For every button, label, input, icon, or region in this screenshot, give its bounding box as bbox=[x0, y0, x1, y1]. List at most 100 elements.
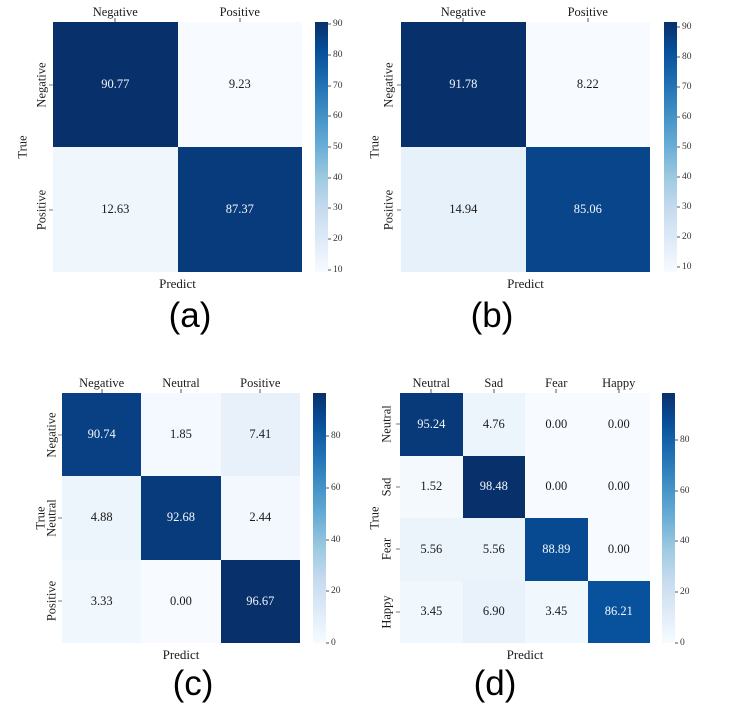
x-axis-title: Predict bbox=[162, 647, 200, 662]
heatmap-matrix: 90.74 1.85 7.41 4.88 92.68 2.44 3.33 0.00 96.67 bbox=[62, 393, 300, 643]
x-tick-label: Neutral bbox=[412, 376, 450, 390]
colorbar-tick-label: 60 bbox=[680, 485, 690, 496]
x-axis-title: Predict bbox=[506, 647, 544, 662]
colorbar: 80 60 40 20 0 bbox=[313, 393, 341, 648]
heatmap-cell: 1.52 bbox=[400, 455, 463, 518]
heatmap-cell: 86.21 bbox=[587, 580, 650, 643]
colorbar-tick-label: 40 bbox=[331, 534, 341, 545]
colorbar-tick-mark bbox=[675, 439, 678, 441]
x-axis-tick-labels: Negative Positive bbox=[401, 5, 650, 19]
x-axis-tick-marks bbox=[400, 389, 650, 393]
y-axis-tick-labels: Negative Positive bbox=[382, 22, 396, 272]
y-axis-title: True bbox=[367, 135, 382, 159]
colorbar-tick-mark bbox=[328, 238, 331, 240]
heatmap-cell: 1.85 bbox=[141, 393, 221, 477]
heatmap-cell: 0.00 bbox=[587, 393, 650, 456]
x-tick-label: Negative bbox=[440, 5, 486, 19]
heatmap-matrix: 90.77 9.23 12.63 87.37 bbox=[53, 22, 302, 272]
heatmap-cell: 4.76 bbox=[462, 393, 525, 456]
colorbar-tick-label: 30 bbox=[682, 201, 692, 212]
heatmap-cell: 91.78 bbox=[401, 22, 526, 147]
y-axis-tick-marks bbox=[49, 22, 53, 272]
colorbar-tick-mark bbox=[328, 115, 331, 117]
colorbar-tick-label: 10 bbox=[682, 261, 692, 272]
panel-c: Negative Neutral Positive 90.74 1.85 7.41 4.8… bbox=[0, 360, 376, 711]
y-axis-tick-marks bbox=[397, 22, 401, 272]
x-tick-label: Positive bbox=[567, 5, 608, 19]
colorbar-tick-mark bbox=[675, 540, 678, 542]
colorbar-tick-mark bbox=[677, 206, 680, 208]
y-axis-title: True bbox=[367, 506, 382, 530]
x-axis-title: Predict bbox=[159, 276, 196, 291]
heatmap-cell: 90.77 bbox=[53, 22, 178, 147]
colorbar-tick-mark bbox=[328, 207, 331, 209]
x-axis-tick-labels: Negative Neutral Positive bbox=[62, 376, 300, 390]
heatmap-cell: 87.37 bbox=[177, 147, 302, 272]
x-axis-tick-marks bbox=[53, 18, 302, 22]
colorbar-tick-mark bbox=[328, 146, 331, 148]
colorbar-tick-mark bbox=[677, 266, 680, 268]
heatmap-matrix: 95.24 4.76 0.00 0.00 1.52 98.48 0.00 0.00 5.56 5.… bbox=[400, 393, 650, 643]
colorbar: 90 80 70 60 50 40 30 20 10 bbox=[664, 22, 692, 272]
colorbar-tick-mark bbox=[328, 23, 331, 25]
heatmap-cell: 8.22 bbox=[525, 22, 650, 147]
colorbar-tick-label: 80 bbox=[682, 52, 692, 63]
y-tick-label: Negative bbox=[381, 61, 396, 108]
heatmap-cell: 5.56 bbox=[400, 518, 463, 581]
colorbar-tick-label: 40 bbox=[333, 172, 343, 183]
colorbar-tick-label: 50 bbox=[682, 142, 692, 152]
colorbar-tick-label: 20 bbox=[331, 586, 341, 597]
panel-caption: (a) bbox=[168, 296, 212, 335]
colorbar-tick-label: 20 bbox=[682, 231, 692, 242]
heatmap-cell: 7.41 bbox=[220, 393, 300, 477]
colorbar-tick-label: 60 bbox=[333, 111, 343, 122]
heatmap-cell: 85.06 bbox=[525, 147, 650, 272]
heatmap-cell: 2.44 bbox=[220, 476, 300, 560]
colorbar-tick-mark bbox=[328, 85, 331, 87]
y-axis-tick-marks bbox=[396, 393, 400, 643]
heatmap-cell: 88.89 bbox=[525, 518, 588, 581]
heatmap-cell: 96.67 bbox=[220, 559, 300, 643]
colorbar-tick-label: 80 bbox=[333, 50, 343, 61]
heatmap-cell: 98.48 bbox=[462, 455, 525, 518]
x-tick-label: Positive bbox=[240, 376, 281, 390]
colorbar-tick-label: 80 bbox=[680, 434, 690, 445]
heatmap-cell: 0.00 bbox=[141, 559, 221, 643]
x-tick-label: Fear bbox=[545, 376, 568, 390]
colorbar-tick-mark bbox=[677, 116, 680, 118]
y-tick-label: Sad bbox=[379, 477, 394, 497]
colorbar-tick-mark bbox=[677, 176, 680, 178]
colorbar-tick-label: 70 bbox=[333, 80, 343, 91]
heatmap-cell: 4.88 bbox=[62, 476, 142, 560]
y-tick-label: Positive bbox=[381, 189, 396, 230]
heatmap-cell: 0.00 bbox=[587, 518, 650, 581]
heatmap-cell: 14.94 bbox=[401, 147, 526, 272]
x-tick-label: Neutral bbox=[162, 376, 200, 390]
y-tick-label: Positive bbox=[34, 189, 49, 230]
heatmap-cell: 90.74 bbox=[62, 393, 142, 477]
heatmap-cell: 92.68 bbox=[141, 476, 221, 560]
x-tick-label: Sad bbox=[484, 376, 504, 390]
x-tick-label: Positive bbox=[219, 5, 260, 19]
colorbar-tick-label: 70 bbox=[682, 82, 692, 93]
heatmap-cell: 12.63 bbox=[53, 147, 178, 272]
colorbar-tick-mark bbox=[677, 86, 680, 88]
colorbar: 80 60 40 20 0 bbox=[662, 393, 690, 648]
colorbar-tick-mark bbox=[677, 26, 680, 28]
heatmap-cell: 9.23 bbox=[177, 22, 302, 147]
colorbar-tick-mark bbox=[675, 490, 678, 492]
colorbar-tick-mark bbox=[326, 435, 329, 437]
colorbar-tick-label: 30 bbox=[333, 203, 343, 214]
heatmap-cell: 3.45 bbox=[400, 580, 463, 643]
panel-a: Negative Positive 90.77 9.23 12.63 87.37 Neg… bbox=[0, 0, 376, 355]
heatmap-matrix: 91.78 8.22 14.94 85.06 bbox=[401, 22, 650, 272]
colorbar-tick-mark bbox=[328, 177, 331, 179]
colorbar-tick-mark bbox=[677, 146, 680, 148]
x-axis-tick-marks bbox=[62, 389, 300, 393]
heatmap-cell: 95.24 bbox=[400, 393, 463, 456]
heatmap-cell: 3.45 bbox=[525, 580, 588, 643]
panel-caption: (c) bbox=[172, 664, 214, 703]
colorbar-tick-label: 90 bbox=[682, 22, 692, 33]
x-tick-label: Negative bbox=[79, 376, 125, 390]
